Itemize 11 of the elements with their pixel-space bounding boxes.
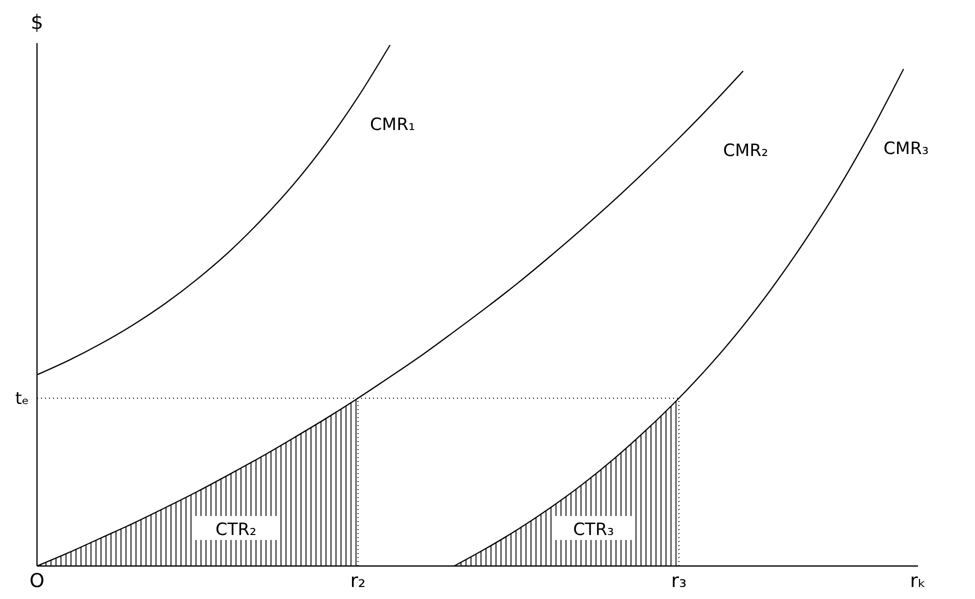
x-tick-label: r₃ [671,570,687,592]
series-label: CTR₃ [573,520,614,540]
series-label: CMR₃ [884,138,929,159]
x-axis-title: rₖ [910,570,926,592]
series-label: CTR₂ [216,520,256,540]
y-axis-title: $ [30,10,44,34]
x-tick-label: r₂ [350,570,366,592]
series-label: CMR₁ [370,115,416,135]
ref-line-label: tₑ [15,389,29,410]
series-label: CMR₂ [723,141,768,162]
x-tick-label: O [30,570,44,592]
